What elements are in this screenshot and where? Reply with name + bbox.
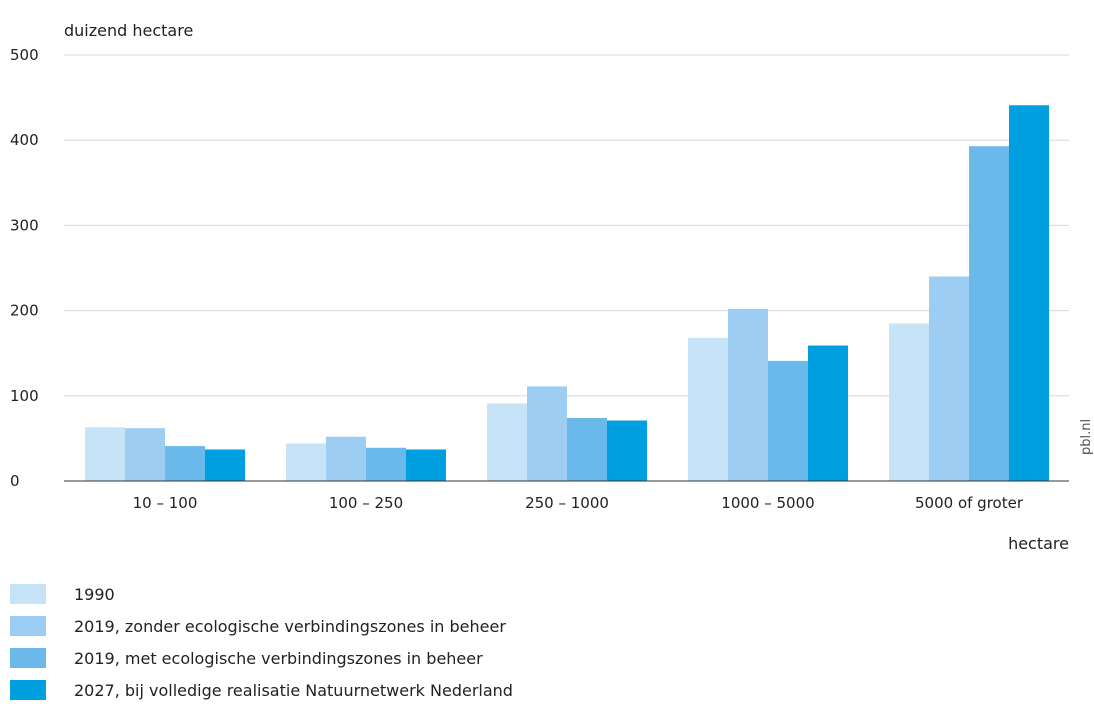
y-tick-label: 200 bbox=[10, 302, 39, 320]
bar bbox=[889, 323, 929, 481]
y-tick-label: 500 bbox=[10, 46, 39, 64]
legend-item: 1990 bbox=[10, 578, 513, 610]
legend-item: 2027, bij volledige realisatie Natuurnet… bbox=[10, 674, 513, 706]
bar bbox=[768, 360, 808, 481]
x-tick-label: 10 – 100 bbox=[133, 494, 198, 512]
bar bbox=[165, 446, 205, 481]
bar bbox=[1009, 105, 1049, 481]
legend-label: 2019, zonder ecologische verbindingszone… bbox=[74, 616, 506, 636]
source-note: pbl.nl bbox=[1079, 419, 1094, 455]
bar bbox=[688, 337, 728, 481]
y-axis-title: duizend hectare bbox=[64, 21, 193, 40]
y-tick-label: 100 bbox=[10, 387, 39, 405]
y-tick-label: 300 bbox=[10, 216, 39, 234]
y-tick-label: 400 bbox=[10, 131, 39, 149]
bar bbox=[929, 276, 969, 481]
bar bbox=[567, 417, 607, 481]
bar bbox=[607, 420, 647, 481]
x-tick-labels: 10 – 100 100 – 250 250 – 1000 1000 – 5000 50… bbox=[133, 494, 1024, 512]
bar bbox=[728, 308, 768, 481]
bar bbox=[969, 146, 1009, 481]
bar bbox=[366, 447, 406, 481]
legend-swatch bbox=[10, 584, 46, 604]
x-tick-label: 250 – 1000 bbox=[525, 494, 609, 512]
bar bbox=[527, 386, 567, 481]
bar bbox=[808, 345, 848, 481]
legend-swatch bbox=[10, 680, 46, 700]
x-tick-label: 5000 of groter bbox=[915, 494, 1024, 512]
legend-item: 2019, zonder ecologische verbindingszone… bbox=[10, 610, 513, 642]
legend-label: 1990 bbox=[74, 584, 115, 604]
bar bbox=[326, 436, 366, 481]
legend-swatch bbox=[10, 616, 46, 636]
x-axis-title: hectare bbox=[1008, 534, 1069, 553]
bar bbox=[487, 403, 527, 481]
bars bbox=[85, 105, 1049, 481]
legend-swatch bbox=[10, 648, 46, 668]
legend-label: 2019, met ecologische verbindingszones i… bbox=[74, 648, 483, 668]
legend: 1990 2019, zonder ecologische verbindings… bbox=[10, 578, 513, 706]
y-tick-labels: 0 100 200 300 400 500 bbox=[10, 46, 39, 490]
legend-label: 2027, bij volledige realisatie Natuurnet… bbox=[74, 680, 513, 700]
bar bbox=[85, 427, 125, 481]
bar bbox=[406, 449, 446, 481]
x-tick-label: 1000 – 5000 bbox=[721, 494, 814, 512]
bar bbox=[125, 428, 165, 481]
legend-item: 2019, met ecologische verbindingszones i… bbox=[10, 642, 513, 674]
y-tick-label: 0 bbox=[10, 472, 20, 490]
x-tick-label: 100 – 250 bbox=[329, 494, 403, 512]
bar bbox=[286, 443, 326, 481]
bar bbox=[205, 449, 245, 481]
